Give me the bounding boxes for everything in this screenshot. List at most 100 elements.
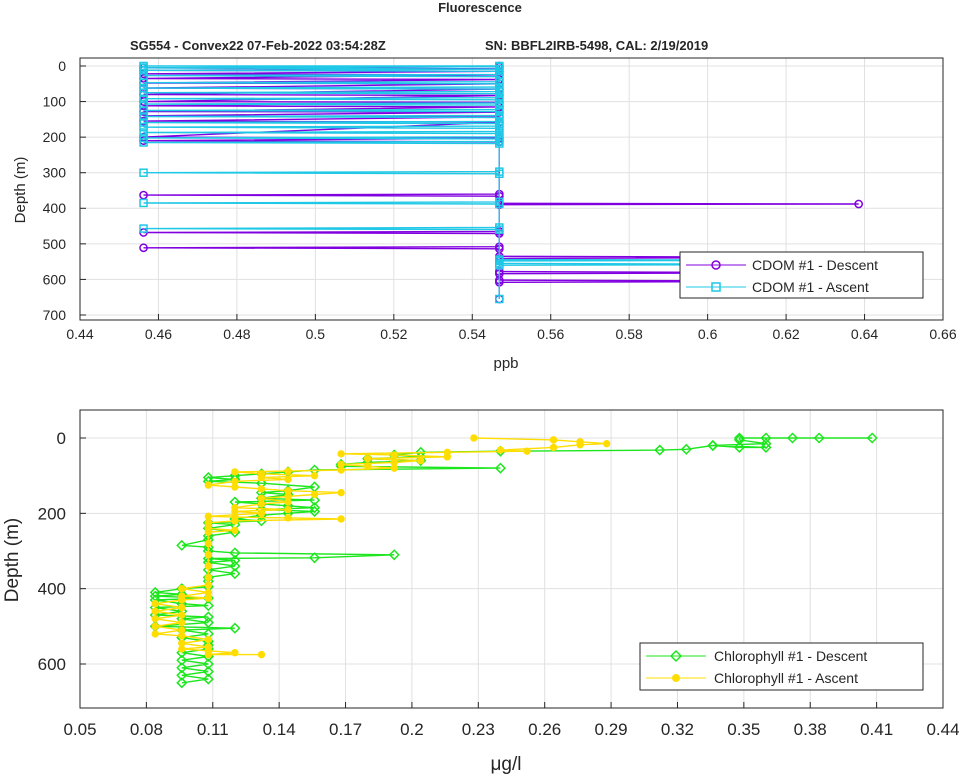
chlorophyll-series-ascent-point: [417, 456, 425, 465]
cdom-series-ascent-point: [139, 61, 148, 71]
cdom-series-ascent-point: [495, 61, 504, 71]
cdom-series-ascent-point: [139, 122, 148, 132]
chlorophyll-series-descent-point: [654, 444, 666, 456]
cdom-x-tick-label: 0.44: [66, 326, 93, 342]
chlorophyll-series-descent-point: [733, 441, 745, 453]
cdom-ticks: 0.44 0.46 0.48 0.5 0.52 0.54 0.56 0.58 0.6 0.62 0.…: [43, 58, 957, 342]
cdom-x-tick-label: 0.62: [772, 326, 799, 342]
chlorophyll-series-descent-point: [308, 505, 321, 518]
chlorophyll-series-descent-point: [707, 439, 719, 452]
chlorophyll-series-ascent-point: [337, 450, 345, 458]
chlorophyll-series-ascent-point: [310, 471, 319, 480]
chlorophyll-series-descent-point: [229, 554, 241, 566]
chlorophyll-series-descent-point: [308, 494, 321, 506]
chlorophyll-series-ascent-point: [363, 462, 372, 470]
chlorophyll-legend-descent-marker: [669, 649, 683, 663]
chlorophyll-series-ascent-point: [178, 592, 186, 600]
chlorophyll-series-ascent-point: [151, 622, 159, 631]
chlorophyll-series-ascent-point: [443, 448, 452, 457]
chlorophyll-series-ascent-point: [549, 436, 558, 444]
cdom-series-ascent-point: [495, 167, 504, 176]
chlorophyll-series-ascent-point: [496, 446, 505, 454]
chlorophyll-series-ascent-point: [337, 515, 345, 523]
cdom-series-ascent-point: [139, 198, 148, 208]
chlorophyll-series-ascent-point: [204, 581, 213, 589]
cdom-x-tick-label: 0.66: [929, 326, 956, 342]
chlorophyll-series-ascent-point: [204, 635, 213, 644]
chlorophyll-series-ascent-point: [231, 649, 239, 657]
chlorophyll-axes-box: [79, 409, 944, 709]
chlorophyll-series-ascent-point: [337, 488, 345, 497]
cdom-legend: CDOM #1 - Descent CDOM #1 - Ascent: [679, 251, 924, 299]
chlorophyll-series-ascent-point: [204, 519, 213, 527]
cdom-y-tick-label: 300: [43, 165, 67, 181]
chlorophyll-series-ascent-point: [178, 618, 186, 627]
chlorophyll-series-ascent-point: [470, 434, 478, 442]
chlorophyll-x-tick-label: 0.29: [595, 720, 628, 739]
cdom-series-ascent-point: [139, 224, 148, 233]
cdom-legend-descent-marker: [711, 260, 721, 270]
chlorophyll-series-ascent-point: [178, 639, 186, 647]
chlorophyll-x-tick-label: 0.14: [263, 720, 296, 739]
chlorophyll-series-ascent-point: [337, 460, 345, 469]
chlorophyll-series-ascent-point: [151, 600, 159, 608]
cdom-series-ascent-point: [139, 94, 148, 103]
cdom-series: [139, 61, 864, 304]
chlorophyll-series-descent-point: [176, 647, 188, 659]
chlorophyll-series-descent-point: [202, 600, 214, 612]
chlorophyll-legend-ascent-label: Chlorophyll #1 - Ascent: [714, 670, 858, 686]
chlorophyll-x-tick-label: 0.26: [528, 720, 561, 739]
chlorophyll-x-tick-label: 0.32: [661, 720, 694, 739]
chlorophyll-series-ascent-point: [390, 458, 398, 467]
chlorophyll-series-descent-point: [176, 539, 188, 551]
cdom-series-ascent-point: [139, 118, 148, 127]
chlorophyll-x-tick-label: 0.23: [462, 720, 495, 739]
cdom-series-ascent-point: [139, 128, 148, 137]
chlorophyll-series-descent-point: [229, 622, 241, 634]
chlorophyll-series-ascent-point: [204, 588, 213, 597]
chlorophyll-series-ascent-point: [257, 470, 266, 478]
cdom-x-tick-label: 0.46: [145, 326, 172, 342]
cdom-series-ascent-point: [495, 223, 504, 232]
chlorophyll-series-descent-point: [202, 658, 214, 670]
chlorophyll-series-descent-point: [176, 677, 188, 689]
cdom-y-tick-label: 100: [43, 93, 67, 109]
chlorophyll-series-ascent-point: [523, 447, 531, 455]
chlorophyll-x-tick-label: 0.41: [860, 720, 893, 739]
chlorophyll-series-descent-point: [229, 547, 241, 559]
chlorophyll-series-ascent-point: [204, 551, 213, 559]
chlorophyll-series-ascent-point: [257, 494, 266, 502]
chlorophyll-series-descent-point: [202, 611, 214, 623]
chlorophyll-legend-box: [639, 642, 924, 691]
cdom-series-ascent-point: [495, 197, 504, 207]
cdom-series-ascent-point: [139, 88, 148, 97]
cdom-series-ascent: [139, 61, 863, 304]
chlorophyll-series-ascent-point: [284, 467, 292, 475]
cdom-series-ascent-point: [139, 71, 148, 80]
cdom-y-tick-label: 200: [43, 129, 67, 145]
chlorophyll-series-descent-point: [760, 441, 772, 453]
cdom-legend-ascent-marker: [711, 282, 721, 292]
chlorophyll-series-descent-point: [786, 432, 799, 444]
cdom-y-tick-label: 400: [43, 200, 67, 216]
chlorophyll-x-tick-label: 0.05: [63, 720, 96, 739]
cdom-y-tick-label: 0: [58, 58, 66, 74]
chlorophyll-series-descent-point: [308, 552, 321, 564]
chlorophyll-x-tick-label: 0.35: [727, 720, 760, 739]
cdom-legend-descent-label: CDOM #1 - Descent: [752, 257, 878, 273]
chlorophyll-x-tick-label: 0.2: [400, 720, 424, 739]
chlorophyll-series: [149, 432, 878, 689]
chlorophyll-series-descent-point: [176, 662, 188, 674]
chlorophyll-legend: Chlorophyll #1 - Descent Chlorophyll #1 …: [639, 642, 924, 691]
chlorophyll-y-tick-label: 400: [38, 580, 66, 599]
chlorophyll-y-axis-label: Depth (m): [2, 518, 23, 602]
cdom-panel: 0.44 0.46 0.48 0.5 0.52 0.54 0.56 0.58 0.6 0.62 0.…: [12, 57, 957, 372]
cdom-series-descent-point: [854, 199, 864, 209]
cdom-x-tick-label: 0.58: [616, 326, 643, 342]
chlorophyll-series-descent-point: [760, 438, 772, 450]
chlorophyll-y-tick-label: 600: [38, 655, 66, 674]
chlorophyll-series-ascent-point: [151, 615, 159, 623]
chlorophyll-panel: 0.05 0.08 0.11 0.14 0.17 0.2 0.23 0.26 0.29 0.32 0…: [2, 409, 959, 775]
chlorophyll-series-ascent-point: [257, 650, 266, 659]
chlorophyll-series-ascent-point: [204, 573, 213, 582]
